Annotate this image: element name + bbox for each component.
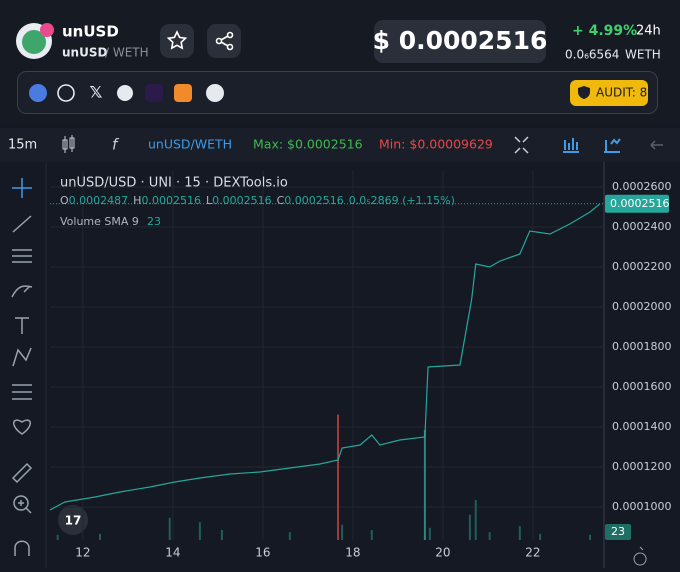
y-tick-label: 0.0002200 <box>612 260 672 273</box>
x-tick-label: 14 <box>165 546 180 560</box>
pair-quote: / WETH <box>105 46 149 60</box>
last-price-label: 0.0002516 <box>610 197 670 210</box>
volume-bar <box>589 534 592 540</box>
change-period: 24h <box>636 24 661 39</box>
volume-bar <box>468 514 471 540</box>
native-price: 0.0₆6564 <box>565 48 619 62</box>
toolbar-bg <box>0 128 680 162</box>
interval[interactable]: 15m <box>8 138 37 153</box>
y-tick-label: 0.0002400 <box>612 220 672 233</box>
audit-label: AUDIT: 8 <box>596 86 647 100</box>
website-link[interactable] <box>29 84 47 102</box>
volume-bar <box>220 529 223 540</box>
volume-bar <box>168 517 171 540</box>
more-link[interactable] <box>206 84 224 102</box>
y-tick-label: 0.0001800 <box>612 340 672 353</box>
metamask-link[interactable] <box>174 84 192 102</box>
ohlc-key: O <box>60 194 69 207</box>
volume-bar <box>288 532 291 540</box>
token-name: unUSD <box>62 23 119 41</box>
audit-button[interactable] <box>570 80 648 106</box>
x-tick-label: 18 <box>345 546 360 560</box>
native-unit: WETH <box>625 48 661 62</box>
max-price: Max: $0.0002516 <box>253 137 363 152</box>
volume-badge <box>605 524 631 540</box>
ohlc-value: 0.0002516 <box>212 194 272 207</box>
volume-bar <box>428 527 431 540</box>
volume-bar <box>423 429 426 540</box>
volume-bar <box>488 532 491 540</box>
volume-bar <box>198 522 201 540</box>
y-tick-label: 0.0001400 <box>612 420 672 433</box>
volume-bar <box>56 534 59 540</box>
ohlc-change: 0.0₅2869 (+1.15%) <box>349 194 455 207</box>
x-tick-label: 22 <box>525 546 540 560</box>
telegram-link[interactable] <box>117 85 133 101</box>
plot: 0.0001000 0.0001200 0.0001400 0.0001600 0.00… <box>49 170 672 560</box>
tv-logo[interactable] <box>58 505 88 535</box>
undo-icon[interactable] <box>650 140 663 150</box>
x-tick-label: 12 <box>75 546 90 560</box>
y-tick-label: 0.0001000 <box>612 500 672 513</box>
min-price: Min: $0.00009629 <box>379 137 493 152</box>
indicators-icon[interactable]: f <box>112 136 120 154</box>
y-tick-label: 0.0001200 <box>612 460 672 473</box>
ohlc-value: 0.0002516 <box>284 194 344 207</box>
last-price-box <box>605 194 669 213</box>
ohlc-key: H <box>133 194 141 207</box>
drawing-tools[interactable] <box>11 178 33 556</box>
bars-icon[interactable] <box>563 138 579 153</box>
favorite-button[interactable] <box>160 24 194 58</box>
fullscreen-icon[interactable] <box>514 136 529 154</box>
volume-bar <box>539 533 542 540</box>
volume-badge-label: 23 <box>611 525 625 538</box>
volume-bar <box>518 526 521 540</box>
ohlc-value: 0.0002516 <box>141 194 201 207</box>
chart-title: unUSD/USD · UNI · 15 · DEXTools.io <box>60 176 288 191</box>
x-link[interactable]: 𝕏 <box>90 83 103 102</box>
y-tick-label: 0.0001600 <box>612 380 672 393</box>
volume-name: Volume SMA 9 <box>60 215 139 228</box>
volume-bar <box>370 529 373 540</box>
tools-bg <box>0 162 46 568</box>
pair-base: unUSD <box>62 46 107 60</box>
ohlc-value: 0.0002487 <box>69 194 129 207</box>
pair-toggle[interactable]: unUSD/WETH <box>148 137 232 152</box>
share-icon <box>215 31 234 51</box>
chart-style-icon[interactable] <box>604 138 621 153</box>
x-tick-label: 16 <box>255 546 270 560</box>
links-bar <box>17 71 658 114</box>
ohlc-legend: O0.0002487 H0.0002516 L0.0002516 C0.0002516… <box>60 194 455 207</box>
candles-icon[interactable] <box>62 135 75 153</box>
share-button[interactable] <box>207 24 241 58</box>
price-line <box>49 203 601 511</box>
price-change: + 4.99% <box>572 23 637 39</box>
volume-sma: 23 <box>147 215 161 228</box>
volume-bar <box>98 533 101 540</box>
token-logo-inner <box>22 30 46 54</box>
x-tick-label: 20 <box>435 546 450 560</box>
shield-icon <box>578 86 590 99</box>
volume-bar <box>341 524 344 540</box>
volume-bar <box>474 499 477 540</box>
y-tick-label: 0.0002000 <box>612 300 672 313</box>
ohlc-key: L <box>206 194 213 207</box>
globe-link[interactable] <box>57 84 75 102</box>
app-link[interactable] <box>145 84 163 102</box>
y-tick-label: 0.0002600 <box>612 180 672 193</box>
token-badge <box>40 23 54 37</box>
tv-logo-mark: 17 <box>65 514 82 528</box>
price: $ 0.0002516 <box>373 26 548 55</box>
ohlc-key: C <box>277 194 285 207</box>
price-box <box>374 20 546 63</box>
star-icon <box>166 30 188 50</box>
volume-bar <box>337 414 340 540</box>
settings-icon[interactable] <box>633 546 647 566</box>
